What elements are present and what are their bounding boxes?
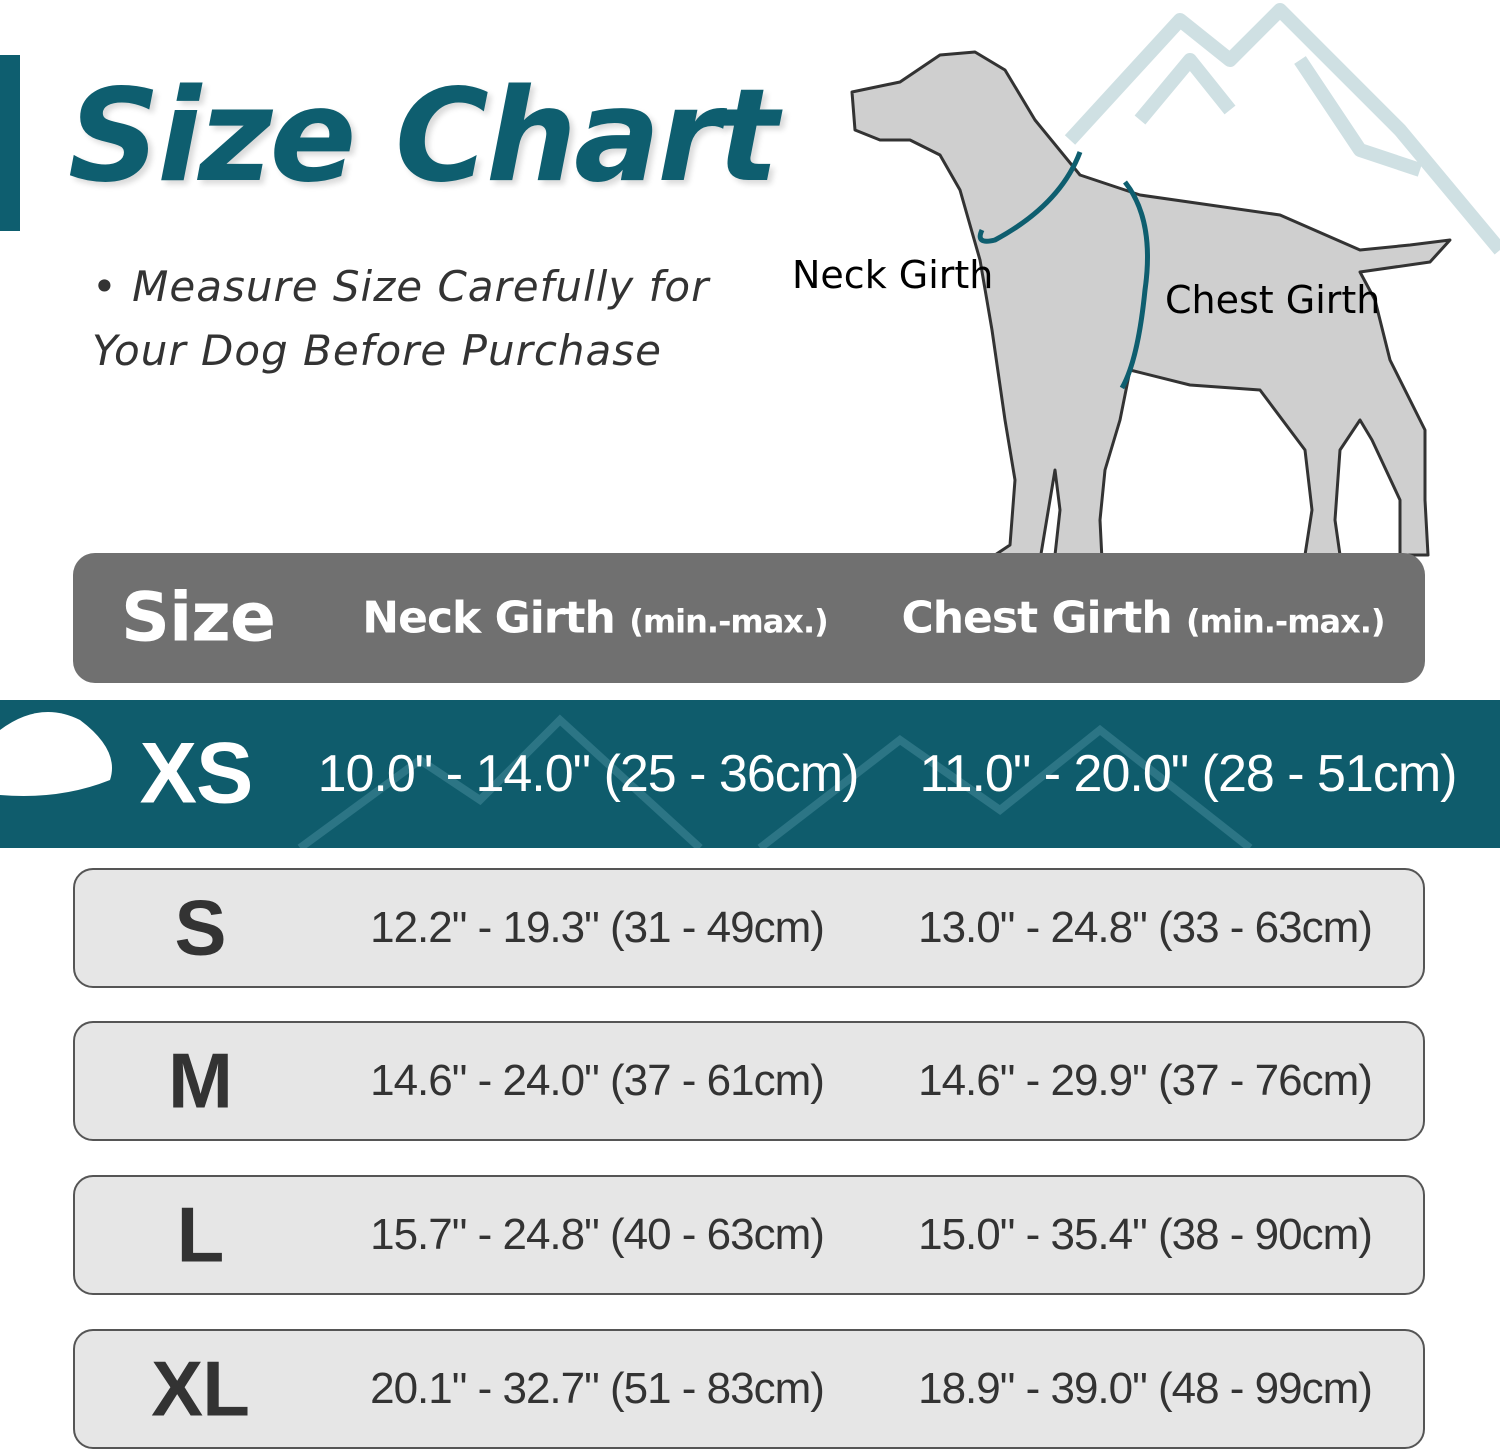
accent-bar — [0, 55, 20, 231]
table-row: S 12.2" - 19.3" (31 - 49cm) 13.0" - 24.8… — [73, 868, 1425, 988]
header-chest: Chest Girth (min.-max.) — [901, 592, 1386, 644]
chest-range: 15.0" - 35.4" (38 - 90cm) — [918, 1210, 1373, 1259]
chest-girth-label: Chest Girth — [1165, 278, 1380, 322]
size-label: S — [174, 883, 226, 972]
mountain-watermark-icon — [0, 712, 1253, 848]
size-label: M — [168, 1036, 233, 1125]
dog-measurement-diagram: Neck Girth Chest Girth — [792, 3, 1500, 582]
header-neck-unit: (min.-max.) — [629, 602, 829, 641]
chest-range: 13.0" - 24.8" (33 - 63cm) — [918, 903, 1373, 952]
chest-range: 11.0" - 20.0" (28 - 51cm) — [919, 745, 1458, 803]
neck-range: 14.6" - 24.0" (37 - 61cm) — [370, 1056, 825, 1105]
header-size: Size — [121, 578, 276, 658]
table-header: Size Neck Girth (min.-max.) Chest Girth … — [73, 553, 1425, 683]
neck-range: 20.1" - 32.7" (51 - 83cm) — [370, 1364, 825, 1413]
dog-head-icon — [0, 712, 112, 796]
table-row: M 14.6" - 24.0" (37 - 61cm) 14.6" - 29.9… — [73, 1021, 1425, 1141]
chest-range: 18.9" - 39.0" (48 - 99cm) — [918, 1364, 1373, 1413]
chest-range: 14.6" - 29.9" (37 - 76cm) — [918, 1056, 1373, 1105]
size-label: XL — [151, 1344, 250, 1433]
table-row-highlighted: XS 10.0" - 14.0" (25 - 36cm) 11.0" - 20.… — [0, 700, 1500, 848]
size-label: L — [176, 1190, 225, 1279]
neck-strap-icon — [977, 151, 1083, 244]
header-neck-label: Neck Girth — [362, 592, 616, 644]
table-row: L 15.7" - 24.8" (40 - 63cm) 15.0" - 35.4… — [73, 1175, 1425, 1295]
mountain-icon — [1064, 3, 1500, 255]
neck-girth-label: Neck Girth — [792, 253, 993, 297]
header-chest-unit: (min.-max.) — [1186, 602, 1386, 641]
header-chest-label: Chest Girth — [901, 592, 1172, 644]
size-label: XS — [139, 725, 254, 822]
dog-silhouette-icon — [850, 50, 1452, 582]
neck-range: 12.2" - 19.3" (31 - 49cm) — [370, 903, 825, 952]
page-title: Size Chart — [68, 62, 779, 211]
table-row: XL 20.1" - 32.7" (51 - 83cm) 18.9" - 39.… — [73, 1329, 1425, 1449]
neck-range: 15.7" - 24.8" (40 - 63cm) — [370, 1210, 825, 1259]
measure-note: • Measure Size Carefully for Your Dog Be… — [92, 262, 710, 375]
chest-strap-icon — [1119, 180, 1150, 390]
neck-range: 10.0" - 14.0" (25 - 36cm) — [317, 745, 860, 803]
header-neck: Neck Girth (min.-max.) — [362, 592, 829, 644]
